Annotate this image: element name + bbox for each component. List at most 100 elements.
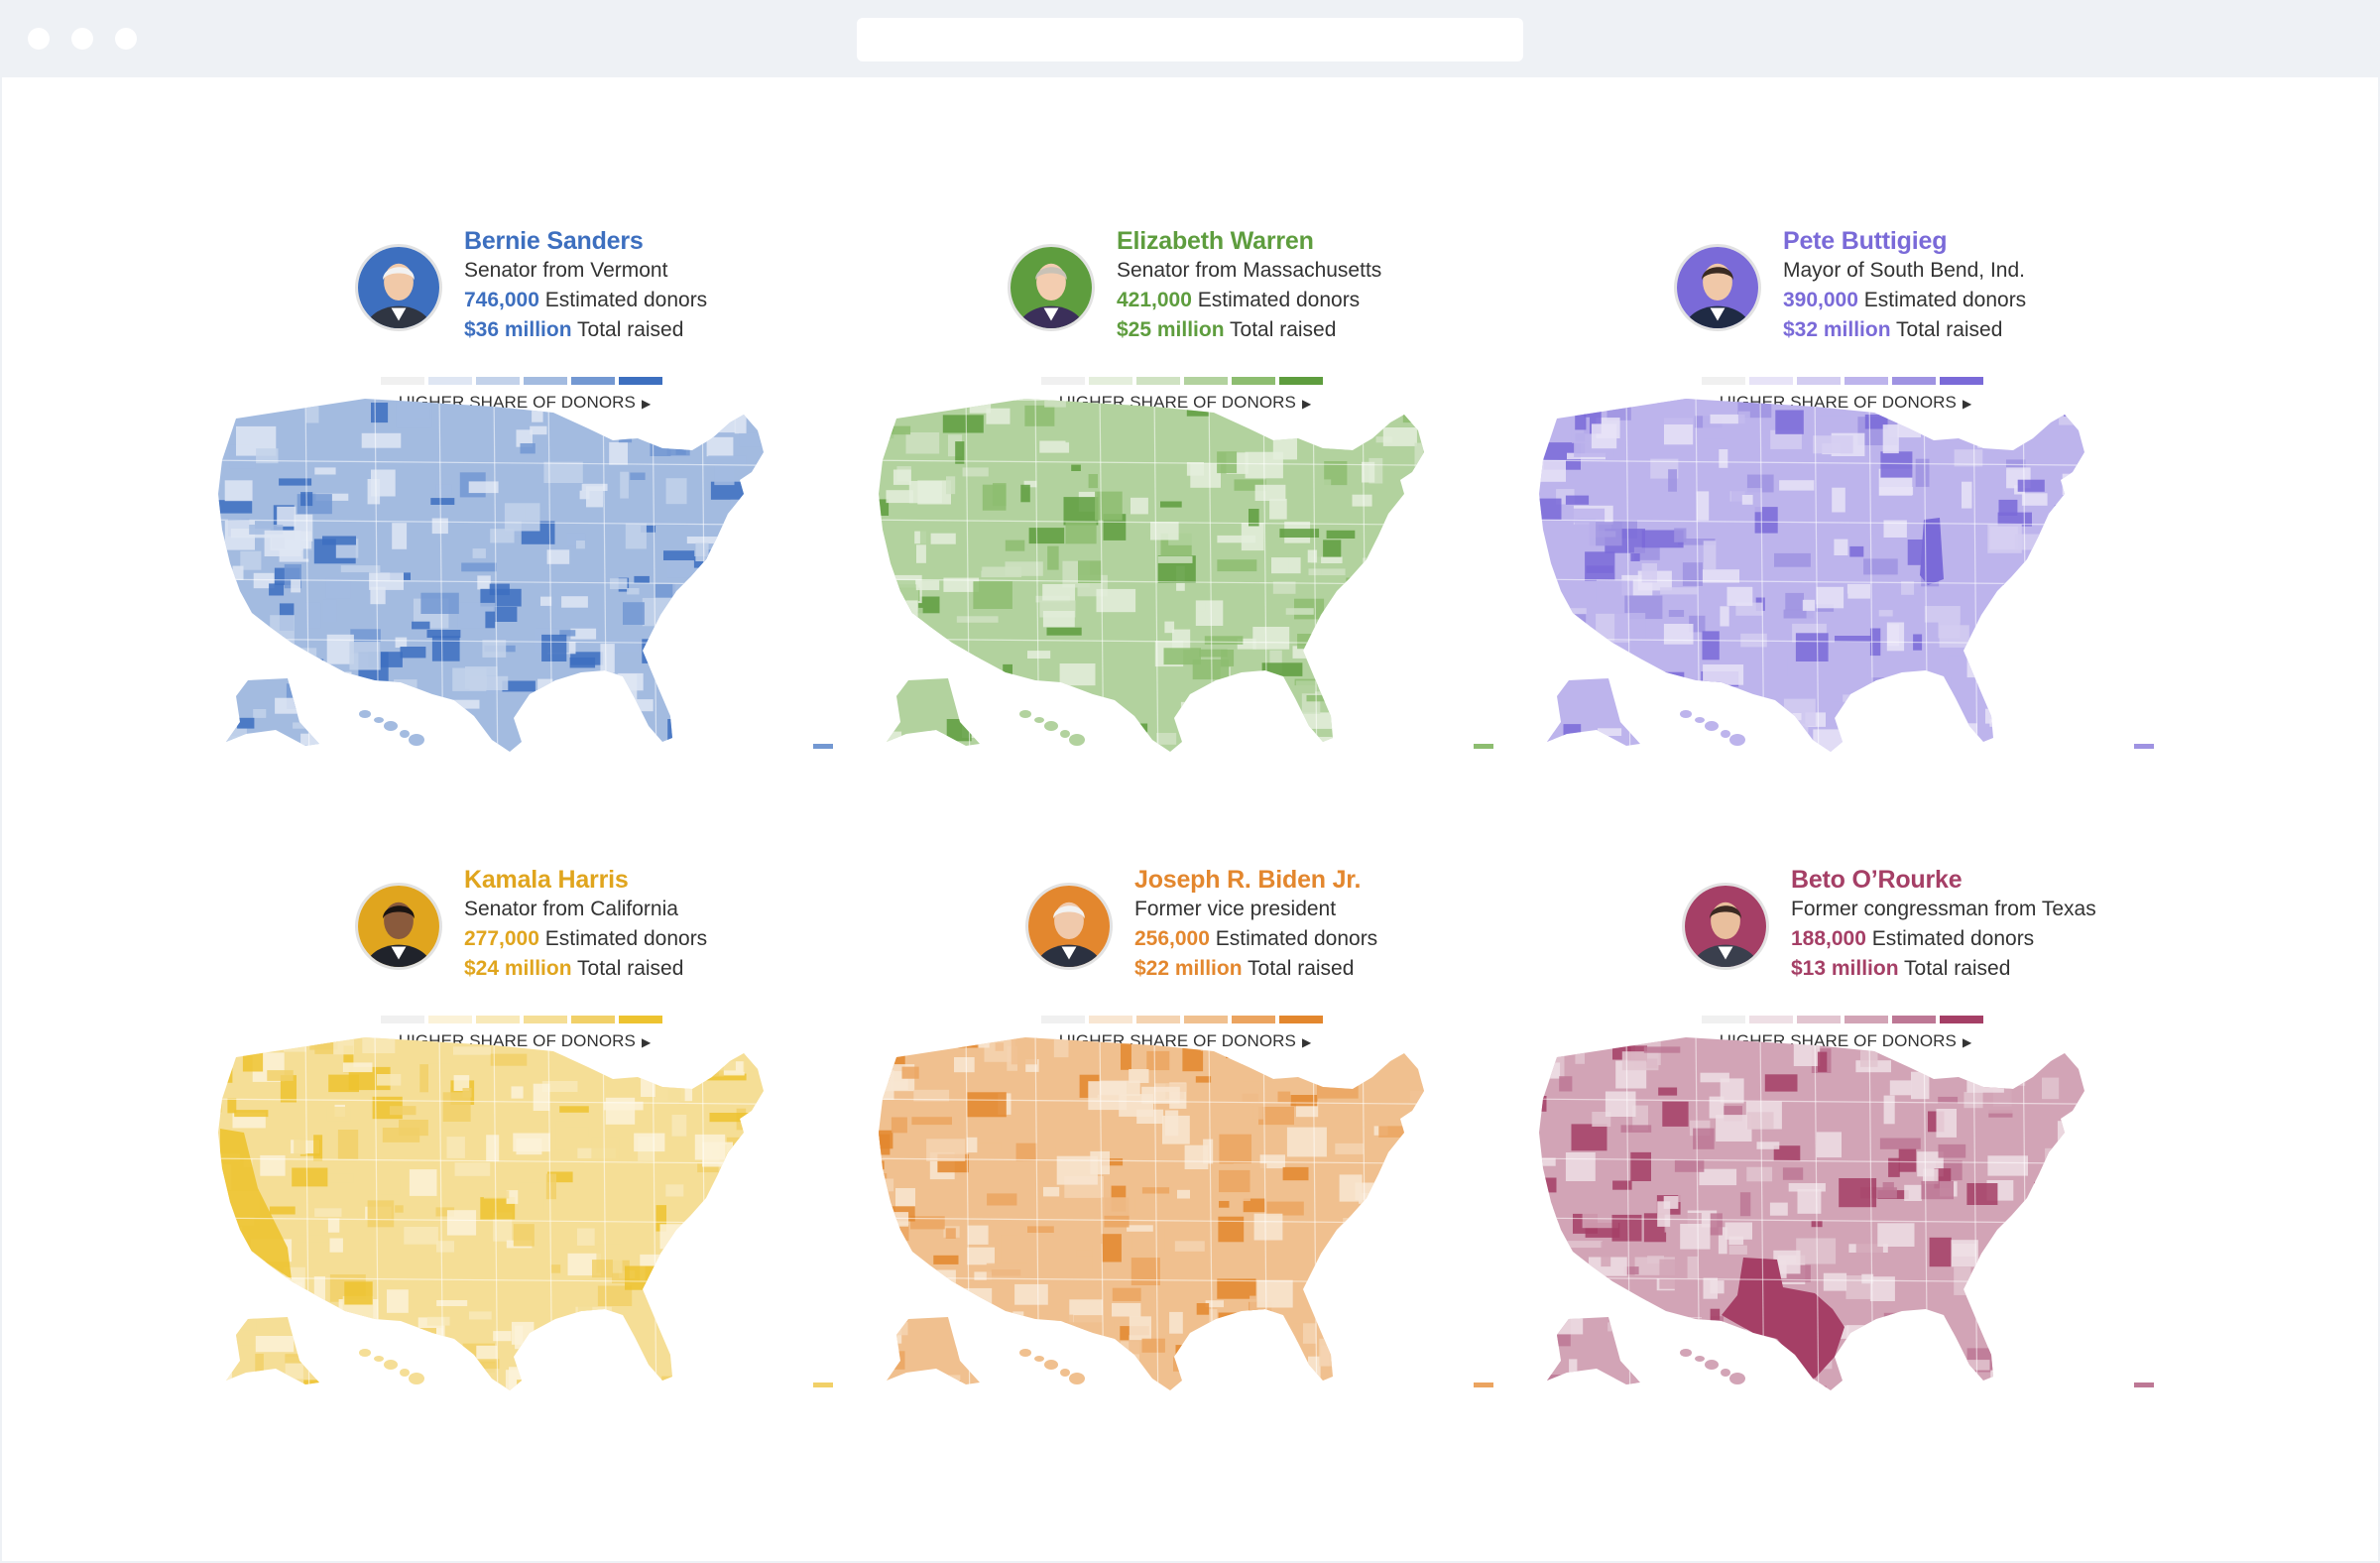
candidate-info: Kamala Harris Senator from California 277,…	[464, 865, 707, 984]
legend-swatch	[428, 377, 472, 385]
legend-swatch	[1797, 1016, 1841, 1023]
address-bar[interactable]	[857, 18, 1523, 61]
donor-count-line: 390,000 Estimated donors	[1783, 286, 2026, 315]
legend-swatch	[1844, 1016, 1888, 1023]
legend-swatch	[1749, 377, 1793, 385]
donor-count-label: Estimated donors	[544, 289, 708, 311]
candidate-title: Mayor of South Bend, Ind.	[1783, 259, 2025, 282]
us-county-map	[218, 1037, 833, 1390]
legend-swatch	[619, 1016, 662, 1023]
page-content: Bernie Sanders Senator from Vermont 746,00…	[2, 77, 2378, 1561]
legend-swatch	[1041, 377, 1085, 385]
candidate-panel: Elizabeth Warren Senator from Massachuset…	[857, 226, 1517, 821]
legend-swatch	[1041, 1016, 1085, 1023]
legend-swatch	[1940, 377, 1983, 385]
candidate-portrait	[1682, 883, 1769, 970]
donor-count-value: 256,000	[1134, 927, 1210, 950]
candidate-portrait	[1025, 883, 1113, 970]
legend-swatches	[381, 1016, 668, 1023]
donor-count-label: Estimated donors	[544, 927, 708, 950]
legend-swatches	[1041, 1016, 1329, 1023]
total-raised-value: $25 million	[1117, 318, 1225, 341]
legend-swatch	[571, 1016, 615, 1023]
candidate-name: Kamala Harris	[464, 866, 629, 894]
candidate-title: Senator from California	[464, 898, 678, 920]
legend-swatch	[1136, 1016, 1180, 1023]
donor-count-line: 256,000 Estimated donors	[1134, 924, 1377, 954]
hawaii-islands	[1680, 1349, 1745, 1384]
candidate-portrait	[355, 244, 442, 331]
legend-swatch	[1232, 1016, 1275, 1023]
total-raised-label: Total raised	[1230, 318, 1337, 341]
candidate-panel: Pete Buttigieg Mayor of South Bend, Ind. 3…	[1517, 226, 2178, 821]
candidate-info: Joseph R. Biden Jr. Former vice president…	[1134, 865, 1377, 984]
candidate-header: Joseph R. Biden Jr. Former vice president…	[857, 865, 1517, 1050]
candidate-panel: Beto O’Rourke Former congressman from Tex…	[1517, 865, 2178, 1460]
candidate-portrait	[1008, 244, 1095, 331]
legend-swatch	[1797, 377, 1841, 385]
candidate-info: Beto O’Rourke Former congressman from Tex…	[1791, 865, 2096, 984]
legend-swatch	[1844, 377, 1888, 385]
legend-swatches	[1702, 1016, 1989, 1023]
legend-arrow-icon: ▶	[1301, 1035, 1312, 1049]
legend-swatches	[1702, 377, 1989, 385]
donor-count-line: 188,000 Estimated donors	[1791, 924, 2096, 954]
legend-arrow-icon: ▶	[641, 397, 652, 411]
legend-swatch	[524, 1016, 567, 1023]
total-raised-value: $13 million	[1791, 957, 1899, 980]
legend-swatch	[1749, 1016, 1793, 1023]
us-county-map	[879, 399, 1493, 752]
total-raised-value: $32 million	[1783, 318, 1891, 341]
candidate-header: Beto O’Rourke Former congressman from Tex…	[1517, 865, 2178, 1050]
legend-swatch	[1702, 377, 1745, 385]
legend-swatch	[1136, 377, 1180, 385]
county-fill-layer	[1539, 399, 2084, 752]
total-raised-value: $36 million	[464, 318, 572, 341]
candidate-portrait	[355, 883, 442, 970]
legend-swatch	[1279, 377, 1323, 385]
legend-swatch	[1232, 377, 1275, 385]
legend-swatch	[571, 377, 615, 385]
county-fill-layer	[218, 399, 764, 752]
hawaii-islands	[359, 710, 424, 746]
window-close-dot[interactable]	[28, 28, 50, 50]
donor-count-value: 421,000	[1117, 289, 1192, 311]
total-raised-label: Total raised	[577, 318, 684, 341]
candidate-name: Bernie Sanders	[464, 227, 644, 255]
candidate-header: Kamala Harris Senator from California 277,…	[196, 865, 857, 1050]
legend-swatch	[1184, 377, 1228, 385]
candidate-portrait	[1674, 244, 1761, 331]
county-fill-layer	[879, 1037, 1424, 1390]
candidate-panel: Bernie Sanders Senator from Vermont 746,00…	[196, 226, 857, 821]
legend-swatch	[1940, 1016, 1983, 1023]
donor-count-label: Estimated donors	[1215, 927, 1378, 950]
us-county-map	[1539, 1037, 2154, 1390]
total-raised-value: $22 million	[1134, 957, 1243, 980]
window-zoom-dot[interactable]	[115, 28, 137, 50]
total-raised-line: $36 million Total raised	[464, 315, 707, 345]
legend-arrow-icon: ▶	[1301, 397, 1312, 411]
donor-count-value: 188,000	[1791, 927, 1866, 950]
legend-swatch	[619, 377, 662, 385]
legend-swatches	[381, 377, 668, 385]
candidate-info: Elizabeth Warren Senator from Massachuset…	[1117, 226, 1381, 345]
donor-count-line: 746,000 Estimated donors	[464, 286, 707, 315]
donor-count-label: Estimated donors	[1863, 289, 2027, 311]
legend-swatch	[381, 377, 424, 385]
total-raised-label: Total raised	[1896, 318, 2003, 341]
county-fill-layer	[879, 399, 1424, 752]
us-county-map	[218, 399, 833, 752]
candidate-name: Elizabeth Warren	[1117, 227, 1314, 255]
legend-arrow-icon: ▶	[641, 1035, 652, 1049]
donor-count-line: 277,000 Estimated donors	[464, 924, 707, 954]
legend-swatch	[1279, 1016, 1323, 1023]
us-county-map	[1539, 399, 2154, 752]
total-raised-label: Total raised	[1248, 957, 1355, 980]
donor-count-value: 390,000	[1783, 289, 1858, 311]
candidate-name: Pete Buttigieg	[1783, 227, 1948, 255]
donor-count-line: 421,000 Estimated donors	[1117, 286, 1381, 315]
legend-swatch	[476, 377, 520, 385]
candidate-name: Joseph R. Biden Jr.	[1134, 866, 1362, 894]
window-minimize-dot[interactable]	[71, 28, 93, 50]
legend-swatches	[1041, 377, 1329, 385]
